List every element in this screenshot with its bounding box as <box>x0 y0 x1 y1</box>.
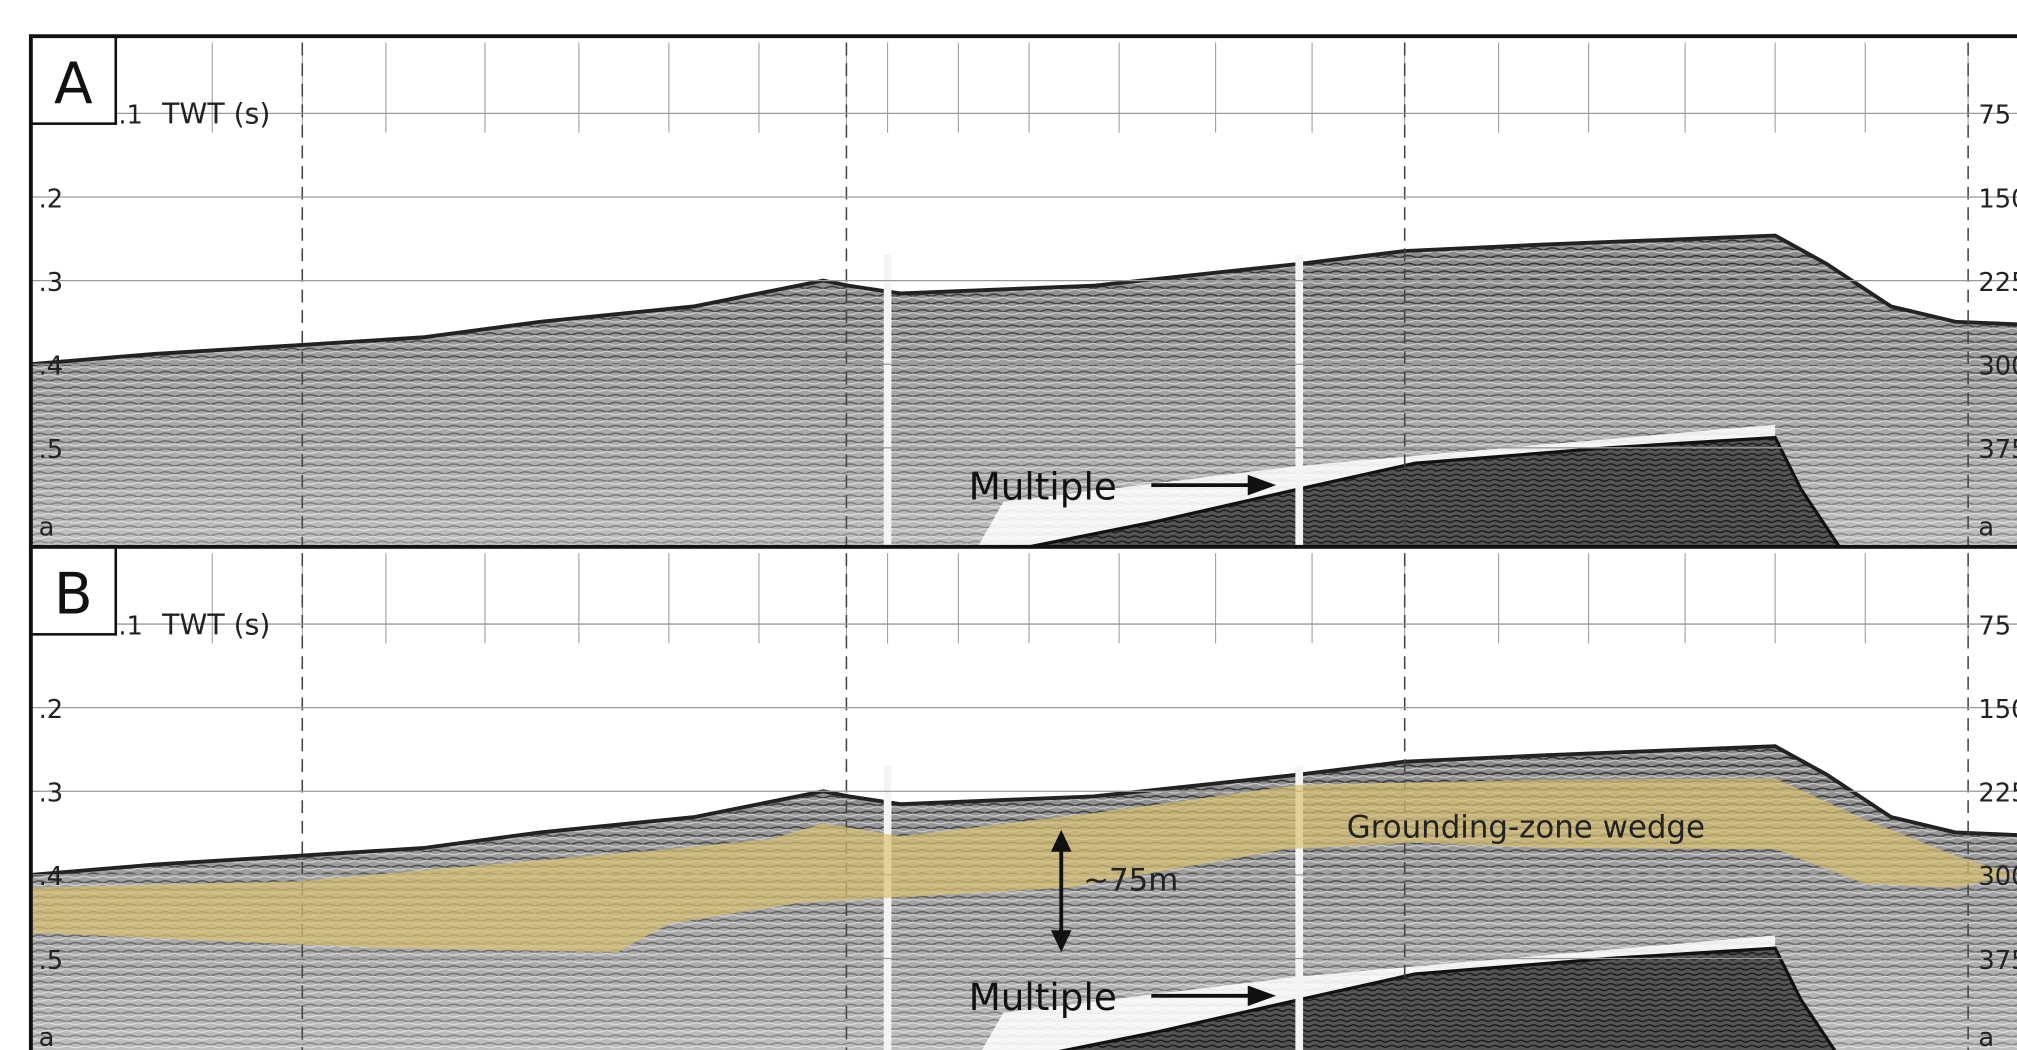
data-gap <box>1295 255 1303 547</box>
left-tick-label: .4 <box>39 351 64 381</box>
left-tick-label: .4 <box>39 862 64 892</box>
panel-label: A <box>54 51 93 117</box>
axis-title: TWT (s) <box>161 98 270 131</box>
left-tick-label: .5 <box>39 435 64 465</box>
left-tick-label: .5 <box>39 946 64 976</box>
left-tick-label: a <box>39 512 55 542</box>
left-tick-label: a <box>39 1023 55 1050</box>
right-tick-label: 150 <box>1978 184 2017 214</box>
data-gap <box>884 766 892 1050</box>
left-tick-label: .1 <box>118 101 143 131</box>
page: .1 .2 .3 .4 .5 a 75 150 225 300 375 a TWT (s) A Multip… <box>0 0 2017 1050</box>
right-tick-label: 375 <box>1978 435 2017 465</box>
right-tick-label: 375 <box>1978 946 2017 976</box>
right-tick-label: 225 <box>1978 779 2017 809</box>
right-tick-label: 75 <box>1978 611 2011 641</box>
right-tick-label: 225 <box>1978 268 2017 298</box>
panel-label: B <box>54 562 93 628</box>
right-tick-label: 150 <box>1978 695 2017 725</box>
data-gap <box>884 255 892 547</box>
panel: .1 .2 .3 .4 .5 a 75 150 225 300 375 a TWT (s) B Multip… <box>31 547 2017 1050</box>
annotation-thickness: ~75m <box>1083 862 1178 898</box>
left-tick-label: .2 <box>39 695 64 725</box>
left-tick-label: .3 <box>39 268 64 298</box>
right-tick-label: a <box>1978 1023 1994 1050</box>
right-tick-label: 300 <box>1978 351 2017 381</box>
annotation-wedge: Grounding-zone wedge <box>1347 810 1705 846</box>
left-tick-label: .3 <box>39 779 64 809</box>
annotation-multiple: Multiple <box>969 975 1117 1019</box>
panel: .1 .2 .3 .4 .5 a 75 150 225 300 375 a TWT (s) A Multip… <box>31 36 2017 547</box>
left-tick-label: .2 <box>39 184 64 214</box>
left-tick-label: .1 <box>118 611 143 641</box>
axis-title: TWT (s) <box>161 608 270 641</box>
right-tick-label: 300 <box>1978 862 2017 892</box>
annotation-multiple: Multiple <box>969 464 1117 508</box>
right-tick-label: a <box>1978 512 1994 542</box>
seismic-figure: .1 .2 .3 .4 .5 a 75 150 225 300 375 a TWT (s) A Multip… <box>0 0 2017 1050</box>
right-tick-label: 75 <box>1978 101 2011 131</box>
